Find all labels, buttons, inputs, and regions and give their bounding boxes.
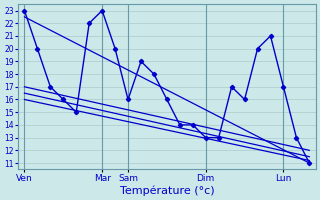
X-axis label: Température (°c): Température (°c) — [120, 185, 214, 196]
